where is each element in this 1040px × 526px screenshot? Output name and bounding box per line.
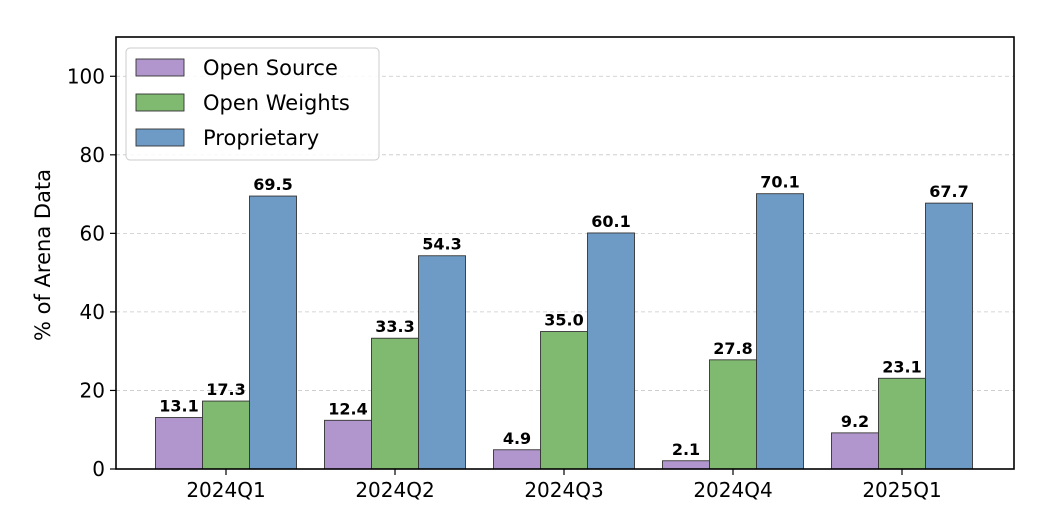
bar-open-weights bbox=[202, 400, 250, 470]
bar-proprietary bbox=[756, 193, 804, 470]
bar-open-weights bbox=[709, 359, 757, 470]
legend: Open Source Open Weights Proprietary bbox=[125, 47, 380, 161]
x-tick-label: 2024Q2 bbox=[355, 478, 434, 502]
bar-open-source bbox=[662, 460, 710, 470]
bar-open-weights bbox=[371, 337, 419, 470]
data-label: 23.1 bbox=[882, 357, 921, 376]
x-tick-label: 2025Q1 bbox=[862, 478, 941, 502]
y-tick-label: 60 bbox=[80, 221, 105, 245]
legend-label: Open Weights bbox=[203, 91, 350, 115]
data-label: 2.1 bbox=[672, 440, 700, 459]
bar-proprietary bbox=[249, 195, 297, 470]
legend-box bbox=[125, 47, 380, 161]
x-tick-label: 2024Q4 bbox=[693, 478, 772, 502]
data-label: 67.7 bbox=[929, 182, 968, 201]
x-axis-ticks: 2024Q1 2024Q2 2024Q3 2024Q4 2025Q1 bbox=[186, 469, 942, 502]
data-label: 17.3 bbox=[206, 380, 245, 399]
y-tick-label: 80 bbox=[80, 143, 105, 167]
legend-label: Open Source bbox=[203, 56, 338, 80]
data-label: 12.4 bbox=[328, 399, 367, 418]
bar-proprietary bbox=[587, 232, 635, 470]
data-label: 13.1 bbox=[159, 397, 198, 416]
bar-open-weights bbox=[540, 331, 588, 470]
bar-open-source bbox=[155, 417, 203, 470]
data-label: 27.8 bbox=[713, 339, 752, 358]
bar-proprietary bbox=[925, 202, 973, 470]
data-label: 4.9 bbox=[503, 429, 531, 448]
legend-swatch bbox=[135, 128, 185, 147]
y-axis-label: % of Arena Data bbox=[31, 169, 55, 341]
x-tick-label: 2024Q3 bbox=[524, 478, 603, 502]
bar-open-source bbox=[831, 432, 879, 470]
bar-open-source bbox=[493, 449, 541, 470]
data-label: 9.2 bbox=[841, 412, 869, 431]
data-label: 70.1 bbox=[760, 173, 799, 192]
data-label: 60.1 bbox=[591, 212, 630, 231]
bar-proprietary bbox=[418, 255, 466, 470]
bar-open-source bbox=[324, 419, 372, 470]
data-label: 69.5 bbox=[253, 175, 292, 194]
y-tick-label: 20 bbox=[80, 378, 105, 402]
y-tick-label: 0 bbox=[92, 457, 105, 481]
data-labels: 13.1 17.3 69.5 12.4 33.3 54.3 4.9 35.0 60.1 2.1 27… bbox=[159, 173, 968, 459]
legend-swatch bbox=[135, 58, 185, 77]
legend-label: Proprietary bbox=[203, 126, 319, 150]
y-axis-ticks: 0 20 40 60 80 100 bbox=[67, 64, 116, 481]
x-tick-label: 2024Q1 bbox=[186, 478, 265, 502]
y-tick-label: 100 bbox=[67, 64, 105, 88]
bars bbox=[155, 193, 973, 470]
data-label: 35.0 bbox=[544, 311, 583, 330]
y-tick-label: 40 bbox=[80, 300, 105, 324]
plot-frame bbox=[115, 36, 1015, 470]
legend-swatch bbox=[135, 93, 185, 112]
data-label: 33.3 bbox=[375, 317, 414, 336]
bar-open-weights bbox=[878, 377, 926, 470]
data-label: 54.3 bbox=[422, 235, 461, 254]
